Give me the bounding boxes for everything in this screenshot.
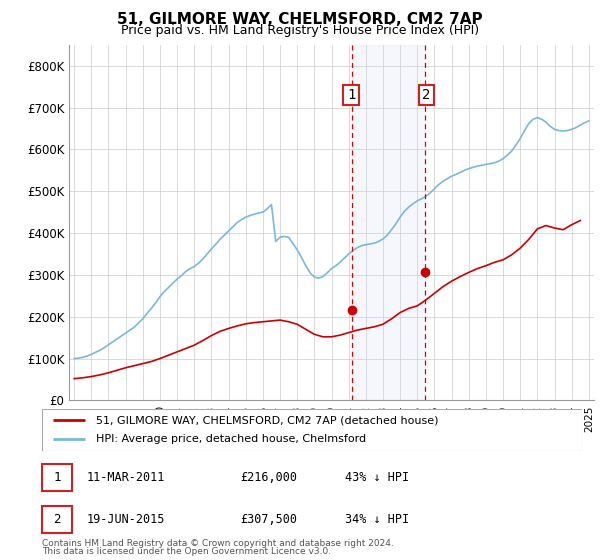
Text: 51, GILMORE WAY, CHELMSFORD, CM2 7AP (detached house): 51, GILMORE WAY, CHELMSFORD, CM2 7AP (de… [96, 415, 439, 425]
Text: Price paid vs. HM Land Registry's House Price Index (HPI): Price paid vs. HM Land Registry's House … [121, 24, 479, 37]
Text: 2: 2 [422, 88, 430, 102]
Text: £307,500: £307,500 [240, 513, 297, 526]
Text: 11-MAR-2011: 11-MAR-2011 [87, 471, 166, 484]
Text: 34% ↓ HPI: 34% ↓ HPI [345, 513, 409, 526]
Text: 2: 2 [53, 513, 61, 526]
Bar [352, 45, 425, 400]
Text: 43% ↓ HPI: 43% ↓ HPI [345, 471, 409, 484]
Text: £216,000: £216,000 [240, 471, 297, 484]
Text: 1: 1 [347, 88, 355, 102]
Text: 19-JUN-2015: 19-JUN-2015 [87, 513, 166, 526]
Text: This data is licensed under the Open Government Licence v3.0.: This data is licensed under the Open Gov… [42, 547, 331, 556]
Text: Contains HM Land Registry data © Crown copyright and database right 2024.: Contains HM Land Registry data © Crown c… [42, 539, 394, 548]
Text: HPI: Average price, detached house, Chelmsford: HPI: Average price, detached house, Chel… [96, 435, 366, 445]
Text: 1: 1 [53, 471, 61, 484]
Text: 51, GILMORE WAY, CHELMSFORD, CM2 7AP: 51, GILMORE WAY, CHELMSFORD, CM2 7AP [117, 12, 483, 27]
